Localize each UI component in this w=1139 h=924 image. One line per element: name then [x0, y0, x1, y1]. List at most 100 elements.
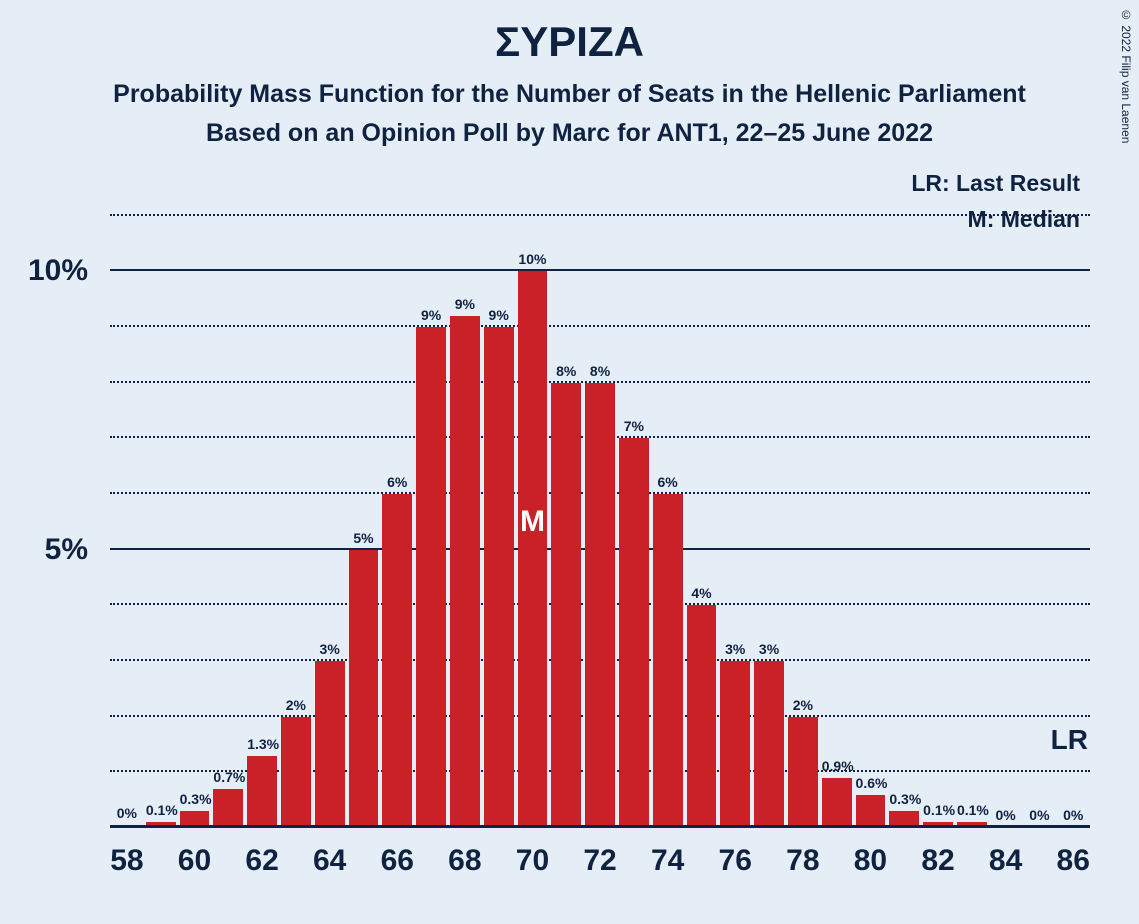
- bar: 6%: [382, 494, 412, 828]
- x-tick-slot: 86: [1056, 832, 1090, 882]
- bar-slot: 7%: [617, 188, 651, 828]
- bar: 5%: [349, 550, 379, 828]
- bar-value-label: 5%: [349, 530, 379, 546]
- x-tick-label: 64: [313, 844, 346, 878]
- bar-slot: 9%: [482, 188, 516, 828]
- x-tick-slot: [1023, 832, 1057, 882]
- x-tick-slot: 58: [110, 832, 144, 882]
- bar-value-label: 0.7%: [213, 769, 243, 785]
- x-tick-slot: 68: [448, 832, 482, 882]
- x-tick-slot: 62: [245, 832, 279, 882]
- bar-value-label: 3%: [754, 641, 784, 657]
- x-tick-slot: [414, 832, 448, 882]
- bar-slot: 0.6%: [854, 188, 888, 828]
- bar-value-label: 0.9%: [822, 758, 852, 774]
- x-tick-label: 70: [516, 844, 549, 878]
- bar: 10%M: [518, 271, 548, 828]
- x-tick-slot: [549, 832, 583, 882]
- bar-slot: 0%: [110, 188, 144, 828]
- bar-slot: 1.3%: [245, 188, 279, 828]
- y-tick-label: 10%: [28, 254, 88, 288]
- bar-slot: 0.7%: [211, 188, 245, 828]
- bar-value-label: 9%: [484, 307, 514, 323]
- bar-slot: 3%: [313, 188, 347, 828]
- bar: 7%: [619, 438, 649, 828]
- bar-slot: 8%: [583, 188, 617, 828]
- bar-value-label: 8%: [551, 363, 581, 379]
- x-tick-slot: [144, 832, 178, 882]
- y-axis: 5% 10%: [0, 188, 100, 828]
- x-tick-slot: 76: [718, 832, 752, 882]
- x-tick-label: 74: [651, 844, 684, 878]
- last-result-marker: LR: [1051, 724, 1088, 756]
- x-tick-label: 84: [989, 844, 1022, 878]
- x-tick-slot: 78: [786, 832, 820, 882]
- bar-value-label: 8%: [585, 363, 615, 379]
- x-tick-slot: 60: [178, 832, 212, 882]
- bar: 9%: [484, 327, 514, 828]
- x-tick-slot: 80: [854, 832, 888, 882]
- bar-value-label: 0.3%: [889, 791, 919, 807]
- bar-value-label: 10%: [518, 251, 548, 267]
- bar-slot: 0.9%: [820, 188, 854, 828]
- bar: 0.9%: [822, 778, 852, 828]
- copyright-text: © 2022 Filip van Laenen: [1119, 8, 1133, 143]
- bar-value-label: 9%: [416, 307, 446, 323]
- x-tick-label: 80: [854, 844, 887, 878]
- bar-value-label: 7%: [619, 418, 649, 434]
- bar-value-label: 0.1%: [146, 802, 176, 818]
- bar-value-label: 0.1%: [957, 802, 987, 818]
- bar-slot: 6%: [380, 188, 414, 828]
- x-tick-slot: 72: [583, 832, 617, 882]
- bar-slot: 4%: [685, 188, 719, 828]
- x-tick-slot: 66: [380, 832, 414, 882]
- bars-container: 0%0.1%0.3%0.7%1.3%2%3%5%6%9%9%9%10%M8%8%…: [110, 188, 1090, 828]
- x-axis-baseline: [110, 825, 1090, 828]
- y-tick-label: 5%: [45, 533, 88, 567]
- bar: 6%: [653, 494, 683, 828]
- bar-slot: 2%: [786, 188, 820, 828]
- x-tick-slot: [617, 832, 651, 882]
- bar-slot: 6%: [651, 188, 685, 828]
- chart-subtitle2: Based on an Opinion Poll by Marc for ANT…: [0, 119, 1139, 148]
- x-tick-slot: [347, 832, 381, 882]
- bar-slot: 0.3%: [887, 188, 921, 828]
- bar-slot: 0%: [989, 188, 1023, 828]
- x-tick-label: 76: [719, 844, 752, 878]
- bar: 9%: [450, 316, 480, 828]
- x-tick-slot: 74: [651, 832, 685, 882]
- x-tick-label: 78: [786, 844, 819, 878]
- bar-value-label: 2%: [788, 697, 818, 713]
- bar-slot: 3%: [718, 188, 752, 828]
- x-tick-slot: 82: [921, 832, 955, 882]
- bar-slot: 9%: [448, 188, 482, 828]
- x-tick-label: 62: [245, 844, 278, 878]
- bar: 8%: [551, 383, 581, 828]
- bar-value-label: 3%: [315, 641, 345, 657]
- bar-slot: 2%: [279, 188, 313, 828]
- bar: 2%: [788, 717, 818, 828]
- bar-value-label: 0.6%: [856, 775, 886, 791]
- bar: 3%: [754, 661, 784, 828]
- bar-value-label: 3%: [720, 641, 750, 657]
- x-tick-label: 68: [448, 844, 481, 878]
- bar-value-label: 6%: [653, 474, 683, 490]
- x-tick-label: 58: [110, 844, 143, 878]
- bar-slot: 0.1%: [955, 188, 989, 828]
- x-tick-slot: [820, 832, 854, 882]
- x-tick-label: 86: [1057, 844, 1090, 878]
- x-tick-slot: 70: [516, 832, 550, 882]
- bar-value-label: 0.1%: [923, 802, 953, 818]
- bar-value-label: 0%: [991, 807, 1021, 823]
- bar-value-label: 0%: [1058, 807, 1088, 823]
- x-tick-slot: [279, 832, 313, 882]
- bar: 1.3%: [247, 756, 277, 828]
- x-tick-slot: [752, 832, 786, 882]
- bar: 2%: [281, 717, 311, 828]
- x-tick-slot: 64: [313, 832, 347, 882]
- bar-slot: 0.1%: [144, 188, 178, 828]
- bar: 0.6%: [856, 795, 886, 828]
- x-tick-slot: [955, 832, 989, 882]
- bar: 9%: [416, 327, 446, 828]
- x-axis: 58 60 62 64 66 68 70 72 74 76 78 80 82 84 86: [110, 832, 1090, 882]
